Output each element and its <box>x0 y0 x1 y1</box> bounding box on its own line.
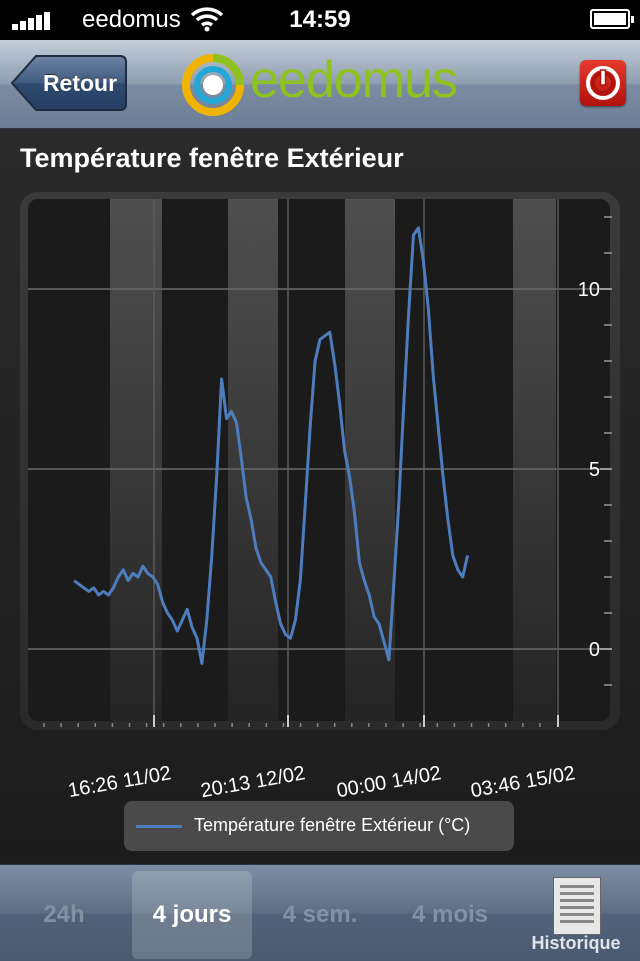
tab-4-mois[interactable]: 4 mois <box>411 901 489 928</box>
history-list-icon <box>553 877 601 935</box>
page-title: Température fenêtre Extérieur <box>20 143 404 173</box>
day-band-2 <box>345 199 395 721</box>
content-area: Température fenêtre Extérieur 0 5 10 16:26… <box>0 129 640 863</box>
series-line-temperature <box>73 226 470 665</box>
day-band-3 <box>513 199 556 721</box>
y-tick-label-10: 10 <box>578 279 600 301</box>
day-band-1 <box>228 199 278 721</box>
battery-icon <box>590 9 634 29</box>
plot-area <box>28 199 610 721</box>
eedomus-logo: eedomus <box>180 51 470 118</box>
status-bar: eedomus 14:59 <box>0 0 640 40</box>
x-tick-label-3: 03:46 15/02 <box>469 762 577 799</box>
power-button[interactable] <box>580 60 626 106</box>
legend-label: Température fenêtre Extérieur (°C) <box>194 815 471 835</box>
y-tick-label-0: 0 <box>589 639 600 661</box>
x-tick-label-0: 16:26 11/02 <box>66 762 172 799</box>
tab-historique-label: Historique <box>531 933 621 953</box>
tab-4-semaines[interactable]: 4 sem. <box>282 901 358 928</box>
nav-bar: Retour eedomus <box>0 40 640 129</box>
y-tick-label-5: 5 <box>589 459 600 481</box>
tab-bar: 24h 4 jours 4 sem. 4 mois Historique <box>0 864 640 961</box>
back-button-label: Retour <box>42 70 118 96</box>
x-tick-label-2: 00:00 14/02 <box>335 762 443 799</box>
signal-strength-icon <box>12 12 52 30</box>
power-icon <box>586 66 620 100</box>
status-time: 14:59 <box>289 6 351 33</box>
logo-text: eedomus <box>250 51 458 109</box>
tab-4-jours[interactable]: 4 jours <box>132 871 252 959</box>
chart-legend: Température fenêtre Extérieur (°C) <box>124 801 514 851</box>
wifi-icon <box>190 6 224 37</box>
x-tick-label-1: 20:13 12/02 <box>199 762 307 799</box>
temperature-chart: 0 5 10 16:26 11/02 20:13 12/02 00:00 14/02 03… <box>20 192 620 799</box>
carrier-name: eedomus <box>82 6 181 33</box>
logo-ring-icon <box>182 54 244 116</box>
legend-swatch <box>136 825 182 828</box>
back-button[interactable]: Retour <box>10 54 128 112</box>
tab-24h[interactable]: 24h <box>43 901 85 928</box>
